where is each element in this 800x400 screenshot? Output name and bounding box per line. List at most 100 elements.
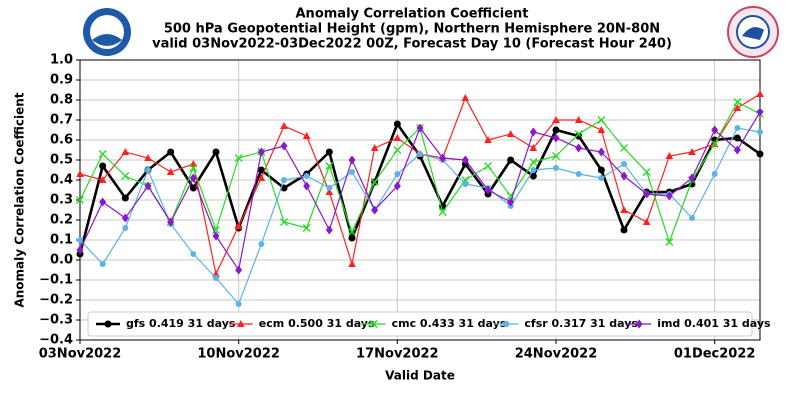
marker — [462, 181, 469, 187]
marker — [642, 168, 651, 176]
marker — [575, 171, 582, 177]
marker — [235, 265, 243, 275]
marker — [302, 224, 311, 232]
marker — [393, 134, 402, 141]
x-tick-label: 24Nov2022 — [515, 347, 598, 362]
marker — [552, 126, 560, 134]
marker — [507, 197, 515, 207]
marker — [710, 140, 719, 148]
marker — [98, 176, 107, 183]
x-axis-label: Valid Date — [385, 369, 455, 383]
legend-label: gfs 0.419 31 days — [126, 317, 236, 330]
marker — [689, 215, 695, 221]
marker — [369, 320, 378, 328]
marker — [597, 116, 606, 124]
marker — [733, 98, 742, 106]
marker — [711, 125, 719, 135]
marker — [620, 226, 628, 234]
marker — [529, 172, 537, 180]
marker — [597, 166, 605, 174]
marker — [190, 251, 197, 257]
legend: gfs 0.419 31 days ecm 0.500 31 days cmc 0.… — [87, 311, 771, 337]
marker — [257, 166, 265, 174]
marker — [281, 177, 287, 183]
marker — [643, 189, 651, 199]
marker — [189, 184, 197, 192]
y-tick-label: 1.0 — [50, 53, 73, 68]
marker — [642, 218, 651, 225]
marker — [553, 165, 559, 171]
marker — [348, 234, 356, 242]
series-line — [79, 93, 761, 276]
marker — [122, 225, 129, 231]
x-tick-label: 01Dec2022 — [674, 347, 756, 362]
logo-map — [742, 27, 764, 40]
marker — [258, 241, 265, 247]
marker — [349, 169, 355, 175]
y-tick-label: 0.4 — [50, 173, 73, 188]
marker — [484, 136, 492, 143]
marker — [104, 320, 112, 328]
marker — [597, 126, 606, 133]
marker — [280, 122, 288, 129]
marker — [145, 167, 151, 173]
y-tick-label: −0.4 — [39, 333, 73, 348]
marker — [552, 133, 560, 143]
y-tick-label: 0.8 — [50, 93, 73, 108]
marker — [189, 164, 198, 172]
chart-title: Anomaly Correlation Coefficient — [296, 7, 529, 22]
marker — [756, 90, 764, 97]
marker — [212, 231, 220, 241]
y-tick-label: 0.5 — [50, 153, 73, 168]
marker — [370, 178, 379, 186]
marker — [574, 130, 583, 138]
marker — [121, 172, 130, 180]
marker — [598, 175, 605, 181]
marker — [620, 206, 628, 213]
marker — [121, 194, 129, 202]
legend-label: imd 0.401 31 days — [657, 317, 771, 330]
marker — [529, 144, 538, 151]
marker — [393, 181, 401, 191]
marker — [665, 238, 674, 246]
marker — [76, 245, 84, 255]
marker — [688, 148, 696, 155]
marker — [212, 148, 220, 156]
marker — [77, 237, 83, 243]
marker — [280, 218, 288, 226]
x-tick-label: 17Nov2022 — [356, 347, 439, 362]
marker — [529, 127, 537, 137]
marker — [325, 162, 334, 170]
marker — [213, 275, 219, 281]
marker — [303, 181, 311, 191]
chart-subtitle: 500 hPa Geopotential Height (gpm), North… — [164, 22, 660, 37]
noaa-logo — [83, 8, 131, 56]
marker — [574, 116, 583, 123]
marker — [237, 320, 245, 327]
legend-label: cmc 0.433 31 days — [392, 317, 507, 330]
marker — [99, 197, 107, 207]
y-tick-label: 0.9 — [50, 73, 73, 88]
marker — [665, 152, 674, 159]
y-tick-label: 0.3 — [50, 193, 73, 208]
marker — [348, 228, 356, 236]
marker — [257, 174, 266, 181]
marker — [76, 170, 84, 177]
marker — [302, 132, 311, 139]
legend-box — [87, 311, 753, 337]
marker — [733, 104, 742, 111]
marker — [552, 116, 560, 123]
marker — [325, 148, 333, 156]
marker — [144, 154, 152, 161]
marker — [620, 144, 628, 152]
marker — [621, 161, 627, 167]
marker — [665, 191, 673, 201]
marker — [371, 205, 379, 215]
y-tick-label: 0.2 — [50, 213, 73, 228]
marker — [484, 185, 492, 195]
chart-subtitle: valid 03Nov2022-03Dec2022 00Z, Forecast … — [152, 37, 672, 52]
marker — [439, 153, 447, 163]
x-tick-label: 03Nov2022 — [39, 347, 122, 362]
series — [76, 90, 764, 277]
